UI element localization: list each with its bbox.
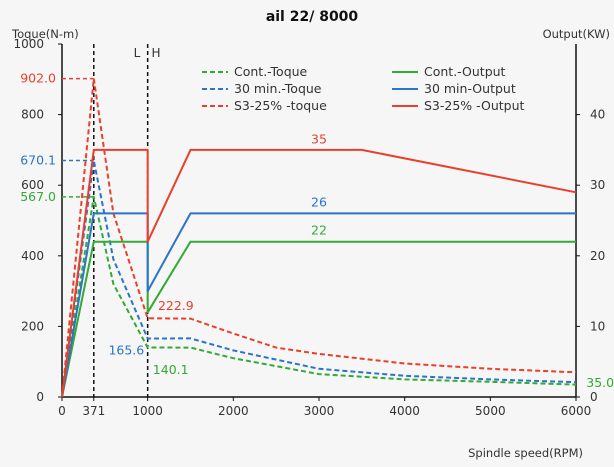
chart-title: ail 22/ 8000 xyxy=(266,9,359,25)
data-label: 222.9 xyxy=(158,298,194,313)
series-line xyxy=(61,148,577,398)
y-right-tick-label: 0 xyxy=(590,390,598,404)
data-label: 140.1 xyxy=(153,362,189,377)
y-right-tick-label: 10 xyxy=(590,319,605,333)
y-right-tick-label: 20 xyxy=(590,249,605,263)
x-tick-label: 2000 xyxy=(218,404,249,418)
x-axis-label: Spindle speed(RPM) xyxy=(468,446,583,460)
x-tick-label: 0 xyxy=(58,404,66,418)
plot-area: 0 371 1000 2000 3000 4000 5000 6000020040060080… xyxy=(13,37,614,418)
reference-label: 567.0 xyxy=(20,189,56,204)
y-left-tick-label: 0 xyxy=(36,390,44,404)
x-tick-label: 371 xyxy=(82,404,105,418)
y-left-tick-label: 800 xyxy=(21,108,44,122)
y-right-tick-label: 30 xyxy=(590,178,605,192)
legend-label: S3-25% -Output xyxy=(424,98,525,113)
y-right-axis-label: Output(KW) xyxy=(543,27,610,41)
series-line xyxy=(61,212,576,398)
data-label: 26 xyxy=(311,194,327,209)
y-right-tick-label: 40 xyxy=(590,108,605,122)
y-left-tick-label: 200 xyxy=(21,319,44,333)
legend-label: 30 min-Output xyxy=(424,81,516,96)
series-line xyxy=(61,159,577,398)
data-label: 35 xyxy=(311,132,327,147)
data-label: 22 xyxy=(311,223,327,238)
x-tick-label: 3000 xyxy=(304,404,335,418)
reference-label: 670.1 xyxy=(20,152,56,167)
legend-label: Cont.-Toque xyxy=(234,64,308,79)
x-tick-label: 1000 xyxy=(132,404,163,418)
y-left-tick-label: 600 xyxy=(21,178,44,192)
region-label-high: H xyxy=(151,46,160,60)
legend-label: Cont.-Output xyxy=(424,64,506,79)
x-tick-label: 5000 xyxy=(475,404,506,418)
series-line xyxy=(61,77,577,398)
legend-label: S3-25% -toque xyxy=(234,98,327,113)
data-label: 35.0 xyxy=(586,375,614,390)
data-label: 165.6 xyxy=(108,343,144,358)
y-left-axis-label: Toque(N-m) xyxy=(11,27,79,41)
reference-label: 902.0 xyxy=(20,71,56,86)
x-tick-label: 4000 xyxy=(389,404,420,418)
series-line xyxy=(61,195,577,398)
y-left-tick-label: 1000 xyxy=(13,37,44,51)
x-tick-label: 6000 xyxy=(561,404,592,418)
legend-label: 30 min.-Toque xyxy=(234,81,322,96)
region-label-low: L xyxy=(134,46,141,60)
y-left-tick-label: 400 xyxy=(21,249,44,263)
